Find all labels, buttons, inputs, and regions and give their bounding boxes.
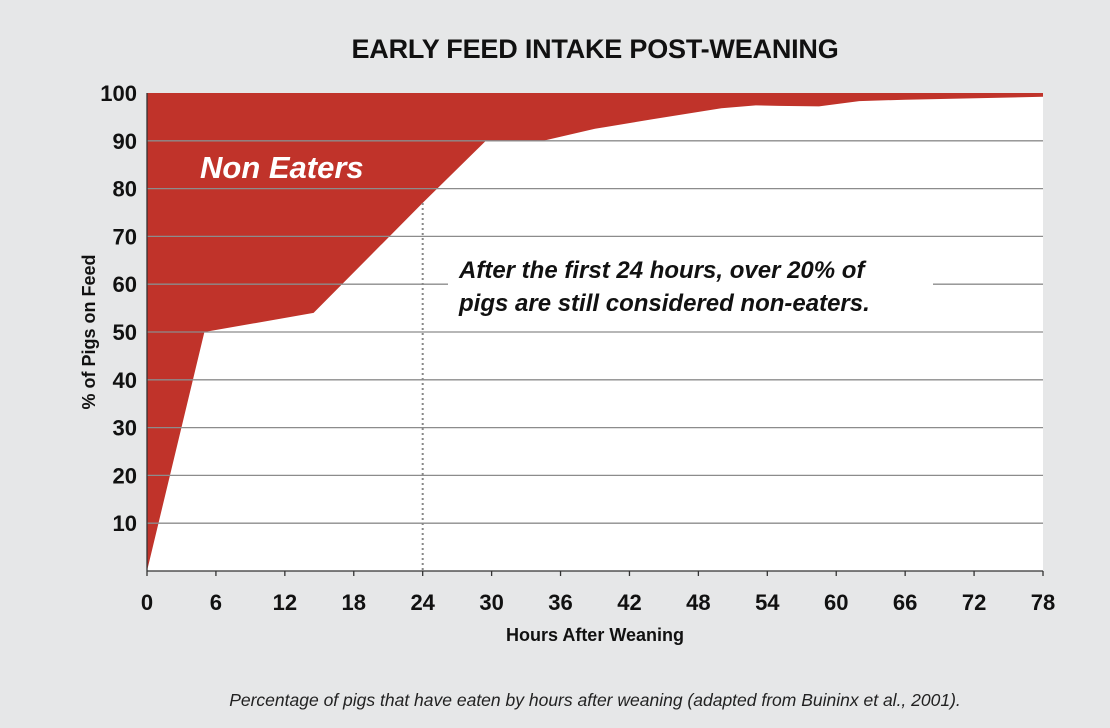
y-tick-label-50: 50: [113, 320, 137, 345]
x-axis-label: Hours After Weaning: [506, 625, 684, 645]
x-tick-label-18: 18: [342, 590, 366, 615]
x-tick-label-66: 66: [893, 590, 917, 615]
y-axis-label: % of Pigs on Feed: [79, 254, 99, 409]
y-tick-label-10: 10: [113, 511, 137, 536]
y-tick-label-100: 100: [100, 81, 137, 106]
y-tick-label-20: 20: [113, 463, 137, 488]
y-tick-label-30: 30: [113, 416, 137, 441]
x-tick-label-0: 0: [141, 590, 153, 615]
x-tick-label-42: 42: [617, 590, 641, 615]
chart-title: EARLY FEED INTAKE POST-WEANING: [351, 34, 839, 64]
y-tick-label-80: 80: [113, 177, 137, 202]
x-tick-label-24: 24: [410, 590, 435, 615]
y-tick-label-60: 60: [113, 272, 137, 297]
chart-caption: Percentage of pigs that have eaten by ho…: [229, 690, 961, 710]
callout-line-1: After the first 24 hours, over 20% of: [458, 257, 866, 284]
y-tick-label-40: 40: [113, 368, 137, 393]
y-tick-label-90: 90: [113, 129, 137, 154]
x-tick-label-30: 30: [479, 590, 503, 615]
x-tick-label-36: 36: [548, 590, 572, 615]
y-tick-label-70: 70: [113, 224, 137, 249]
callout-box: [448, 250, 933, 322]
x-tick-label-54: 54: [755, 590, 780, 615]
x-tick-label-12: 12: [273, 590, 297, 615]
x-tick-label-78: 78: [1031, 590, 1055, 615]
non-eaters-area: [147, 93, 1043, 571]
x-tick-label-60: 60: [824, 590, 848, 615]
x-tick-label-72: 72: [962, 590, 986, 615]
x-tick-label-48: 48: [686, 590, 710, 615]
non-eaters-label: Non Eaters: [200, 150, 364, 185]
x-tick-label-6: 6: [210, 590, 222, 615]
callout-line-2: pigs are still considered non-eaters.: [458, 290, 870, 317]
